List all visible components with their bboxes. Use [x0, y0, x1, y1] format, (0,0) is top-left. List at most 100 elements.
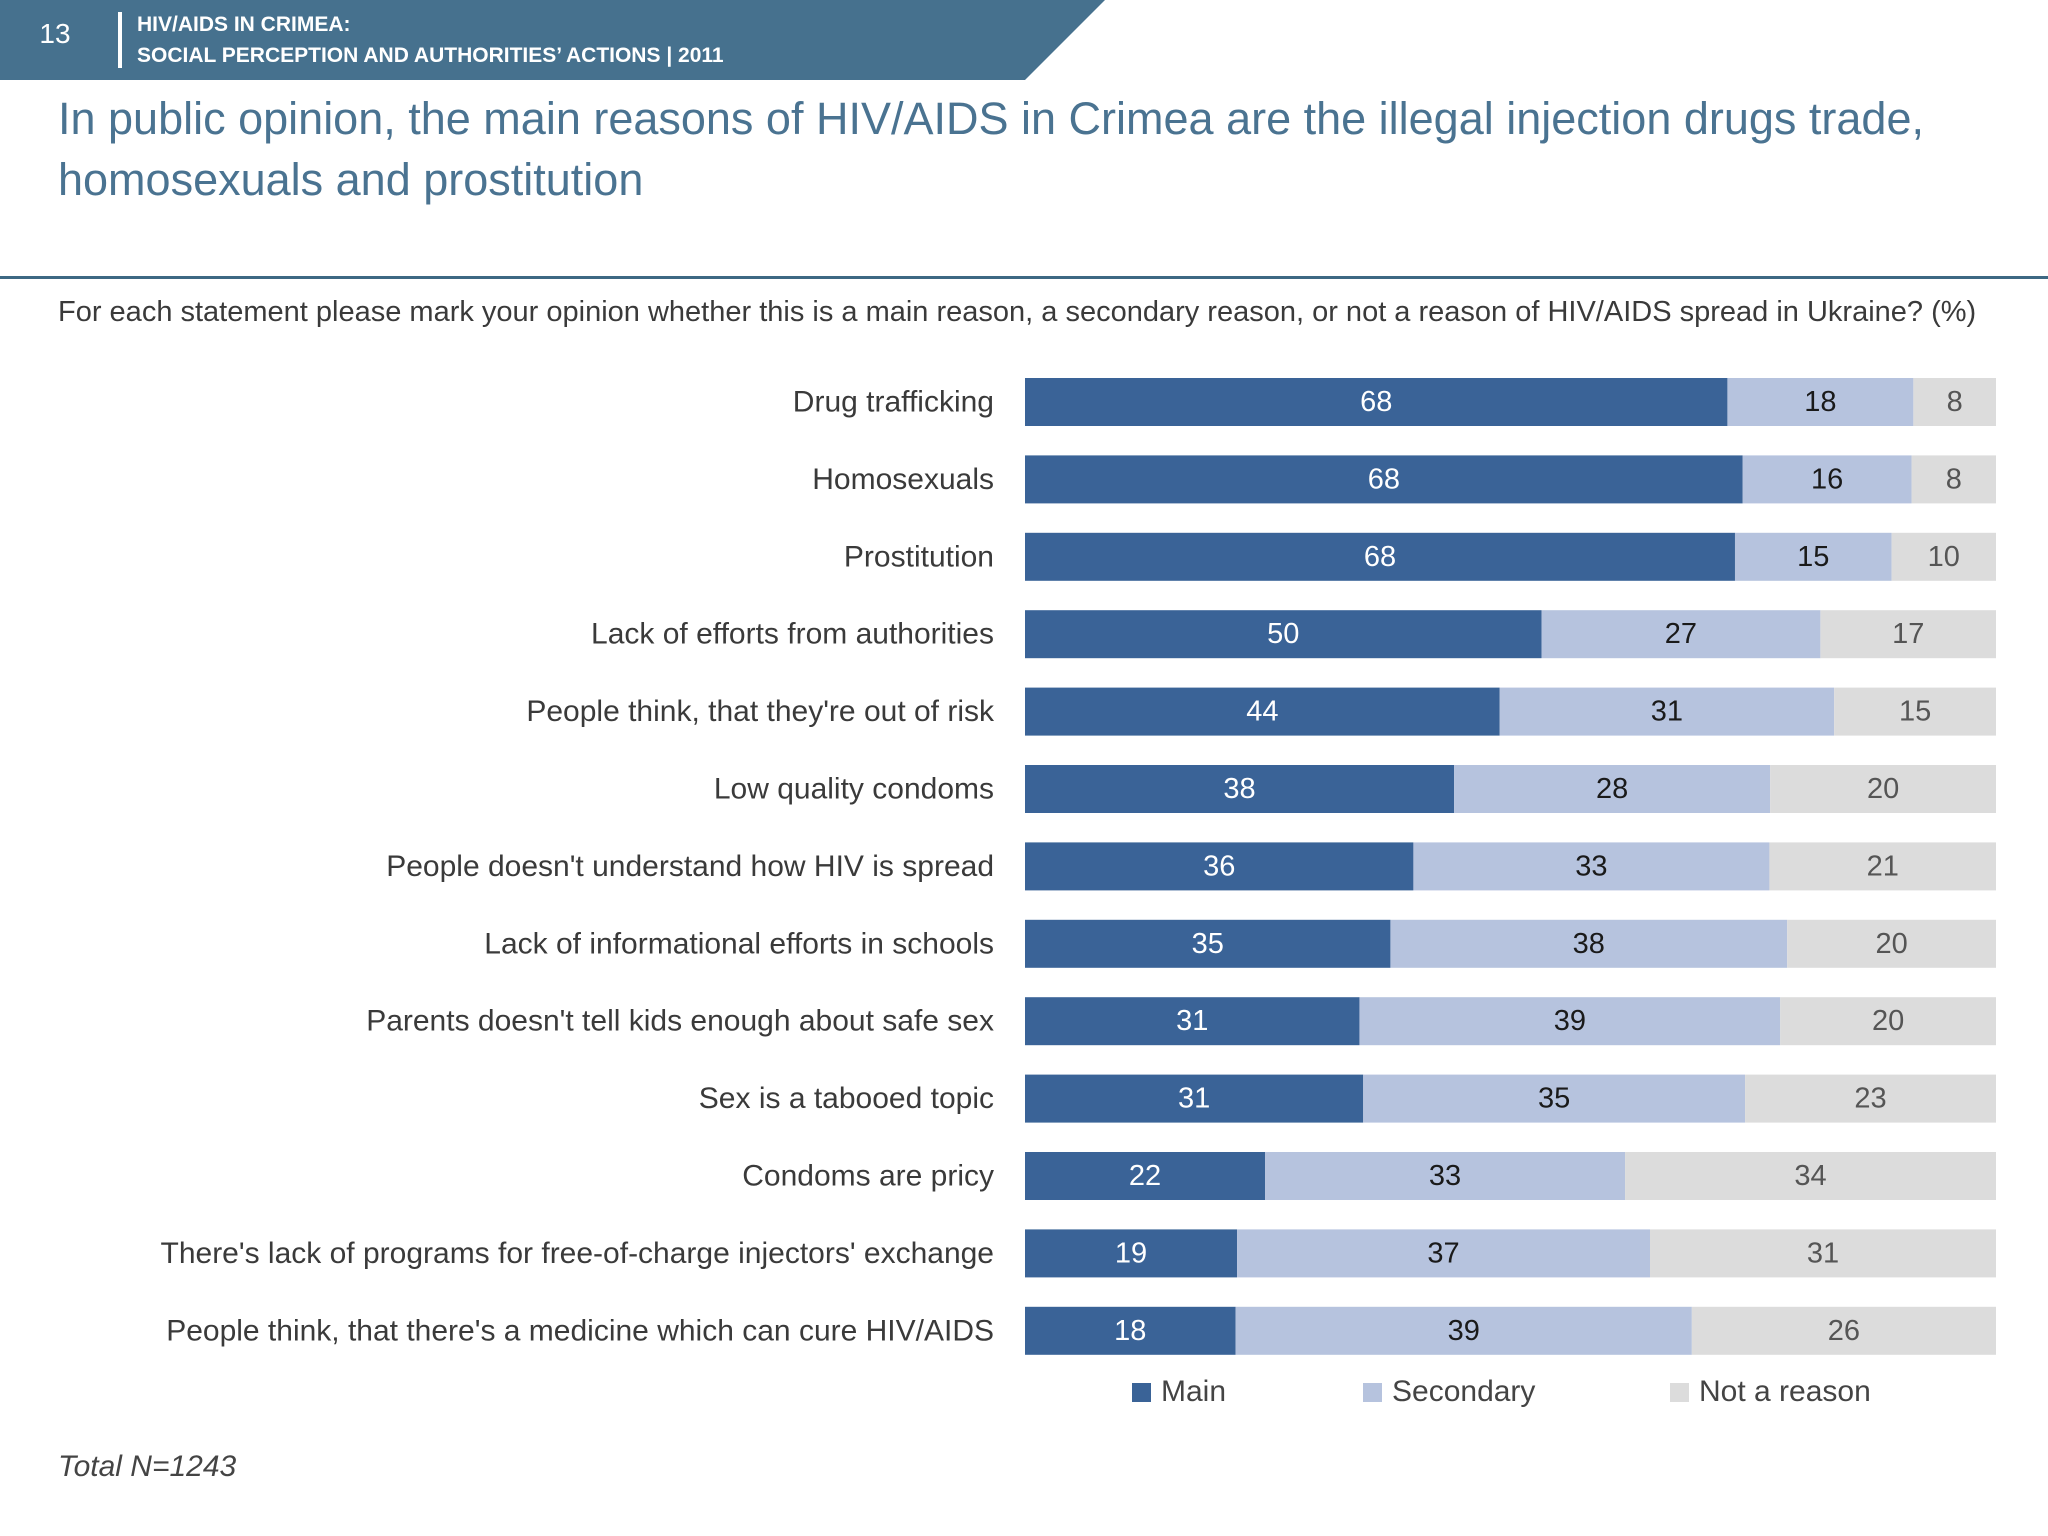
bar-segment-secondary	[1237, 1229, 1651, 1278]
category-label: Lack of informational efforts in schools	[484, 927, 994, 960]
category-label: Prostitution	[844, 540, 994, 573]
data-label-main: 19	[1115, 1237, 1147, 1269]
bar-segment-secondary	[1265, 1152, 1626, 1200]
report-title-line-1: HIV/AIDS IN CRIMEA:	[137, 13, 351, 36]
bar-segment-not-a-reason	[1745, 1074, 1996, 1123]
legend-label: Main	[1161, 1375, 1227, 1408]
sample-size-note: Total N=1243	[58, 1450, 237, 1483]
data-label-main: 31	[1176, 1005, 1208, 1037]
bar-segment-not-a-reason	[1911, 455, 1996, 504]
data-label-not-a-reason: 26	[1828, 1315, 1860, 1347]
bar-segment-main	[1025, 455, 1743, 504]
data-label-secondary: 31	[1651, 696, 1683, 728]
bar-segment-main	[1025, 997, 1360, 1046]
bar-segment-secondary	[1541, 610, 1821, 659]
data-label-main: 68	[1360, 386, 1392, 418]
data-label-not-a-reason: 8	[1946, 463, 1962, 495]
legend-label: Not a reason	[1699, 1375, 1871, 1408]
bar-segment-secondary	[1235, 1306, 1692, 1355]
data-label-main: 50	[1267, 618, 1299, 650]
bar-segment-not-a-reason	[1625, 1152, 1996, 1200]
bar-segment-not-a-reason	[1780, 997, 1996, 1046]
category-label: Parents doesn't tell kids enough about s…	[366, 1005, 994, 1038]
legend-swatch	[1132, 1382, 1151, 1402]
report-title-line-2: SOCIAL PERCEPTION AND AUTHORITIES’ ACTIO…	[137, 44, 724, 67]
data-label-not-a-reason: 20	[1867, 773, 1899, 805]
data-label-secondary: 27	[1665, 618, 1697, 650]
data-label-main: 31	[1178, 1083, 1210, 1115]
bar-segment-secondary	[1734, 532, 1892, 581]
header-banner	[0, 0, 1105, 80]
data-label-secondary: 16	[1811, 463, 1843, 495]
bar-segment-secondary	[1363, 1074, 1746, 1123]
data-label-secondary: 33	[1429, 1160, 1461, 1192]
chart-legend: Main Secondary Not a reason	[0, 1375, 2048, 1425]
slide-title: In public opinion, the main reasons of H…	[58, 93, 1924, 205]
data-label-secondary: 39	[1448, 1315, 1480, 1347]
category-label: Low quality condoms	[714, 773, 994, 806]
legend-label: Secondary	[1392, 1375, 1536, 1408]
data-label-main: 22	[1129, 1160, 1161, 1192]
bar-segment-secondary	[1413, 842, 1770, 891]
data-label-secondary: 37	[1427, 1237, 1459, 1269]
title-divider	[0, 276, 2048, 279]
data-label-not-a-reason: 10	[1928, 541, 1960, 573]
data-label-secondary: 38	[1573, 928, 1605, 960]
data-label-not-a-reason: 34	[1794, 1160, 1826, 1192]
bar-segment-not-a-reason	[1650, 1229, 1996, 1278]
legend-swatch	[1363, 1382, 1382, 1402]
bar-segment-main	[1025, 378, 1728, 426]
bar-segment-main	[1025, 610, 1542, 659]
category-label: Sex is a tabooed topic	[699, 1082, 994, 1115]
bar-segment-main	[1025, 919, 1391, 968]
slide-number: 13	[39, 18, 71, 49]
banner-divider	[118, 12, 122, 68]
data-label-secondary: 15	[1797, 541, 1829, 573]
data-label-secondary: 39	[1554, 1005, 1586, 1037]
bar-segment-main	[1025, 1152, 1266, 1200]
category-label: Drug trafficking	[793, 386, 994, 419]
data-label-main: 44	[1246, 696, 1278, 728]
category-label: Condoms are pricy	[742, 1160, 994, 1193]
data-label-not-a-reason: 20	[1872, 1005, 1904, 1037]
legend-swatch	[1670, 1382, 1689, 1402]
bar-segment-not-a-reason	[1691, 1306, 1996, 1355]
bar-segment-main	[1025, 532, 1735, 581]
legend-item-main: Main	[1132, 1375, 1226, 1409]
category-label: Homosexuals	[812, 463, 994, 496]
bar-segment-not-a-reason	[1770, 765, 1996, 813]
category-label: Lack of efforts from authorities	[591, 618, 994, 651]
bar-segment-secondary	[1359, 997, 1781, 1046]
data-label-secondary: 28	[1596, 773, 1628, 805]
bar-segment-secondary	[1727, 378, 1914, 426]
data-label-main: 68	[1368, 463, 1400, 495]
data-label-main: 35	[1192, 928, 1224, 960]
data-label-main: 68	[1364, 541, 1396, 573]
bar-segment-not-a-reason	[1891, 532, 1996, 581]
category-label: People think, that there's a medicine wh…	[166, 1314, 994, 1347]
bar-segment-secondary	[1742, 455, 1912, 504]
data-label-secondary: 33	[1575, 850, 1607, 882]
bar-segment-main	[1025, 687, 1500, 736]
bar-segment-main	[1025, 1229, 1238, 1278]
bar-segment-main	[1025, 765, 1455, 813]
bar-segment-not-a-reason	[1769, 842, 1996, 891]
category-label: People doesn't understand how HIV is spr…	[386, 850, 994, 883]
data-label-secondary: 18	[1804, 386, 1836, 418]
bar-segment-not-a-reason	[1913, 378, 1996, 426]
data-label-not-a-reason: 23	[1854, 1083, 1886, 1115]
data-label-main: 36	[1203, 850, 1235, 882]
data-label-not-a-reason: 17	[1892, 618, 1924, 650]
data-label-secondary: 35	[1538, 1083, 1570, 1115]
data-label-main: 18	[1114, 1315, 1146, 1347]
bar-segment-main	[1025, 842, 1414, 891]
bar-segment-not-a-reason	[1834, 687, 1996, 736]
bar-segment-not-a-reason	[1820, 610, 1996, 659]
stacked-bar-chart: Drug trafficking 68 18 8 Homosexuals 68 16 8 Pro…	[161, 378, 1996, 1355]
category-label: There's lack of programs for free-of-cha…	[161, 1237, 995, 1270]
bar-segment-secondary	[1454, 765, 1771, 813]
survey-question: For each statement please mark your opin…	[58, 296, 1977, 328]
data-label-not-a-reason: 21	[1867, 850, 1899, 882]
bar-segment-main	[1025, 1306, 1236, 1355]
bar-segment-not-a-reason	[1787, 919, 1996, 968]
